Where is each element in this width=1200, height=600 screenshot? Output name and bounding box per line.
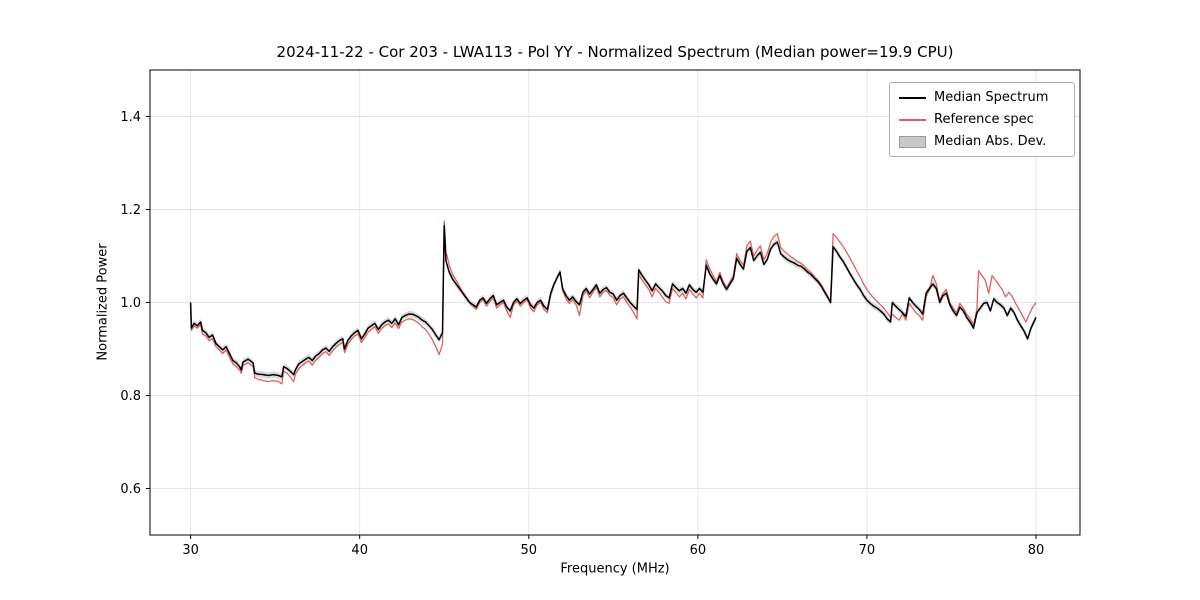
legend-label: Median Abs. Dev.: [934, 134, 1047, 149]
legend-patch-swatch: [899, 135, 926, 148]
legend: Median Spectrum Reference spec Median Abs.…: [889, 82, 1075, 157]
x-tick-label: 70: [859, 543, 876, 558]
x-tick-label: 40: [351, 543, 368, 558]
y-axis-label: Normalized Power: [95, 243, 111, 361]
x-tick-label: 60: [690, 543, 707, 558]
legend-line-swatch: [899, 96, 926, 99]
legend-label: Reference spec: [934, 112, 1034, 127]
legend-item-median-spectrum: Median Spectrum: [899, 88, 1064, 107]
legend-line-swatch: [899, 118, 926, 121]
legend-item-reference-spec: Reference spec: [899, 110, 1064, 129]
x-tick-label: 50: [521, 543, 538, 558]
chart-title: 2024-11-22 - Cor 203 - LWA113 - Pol YY -…: [276, 43, 954, 61]
legend-label: Median Spectrum: [934, 90, 1049, 105]
series-median-spectrum: [189, 225, 1037, 378]
x-tick-label: 80: [1028, 543, 1045, 558]
y-tick-label: 1.4: [120, 110, 141, 125]
y-tick-label: 0.8: [120, 389, 141, 404]
x-tick-label: 30: [182, 543, 199, 558]
y-tick-label: 1.2: [120, 203, 141, 218]
y-tick-label: 0.6: [120, 482, 141, 497]
series-reference-spec: [189, 220, 1037, 385]
x-axis-label: Frequency (MHz): [560, 561, 670, 577]
mad-band: [190, 222, 1037, 381]
legend-item-median-abs-dev-: Median Abs. Dev.: [899, 132, 1064, 151]
y-tick-label: 1.0: [120, 296, 141, 311]
